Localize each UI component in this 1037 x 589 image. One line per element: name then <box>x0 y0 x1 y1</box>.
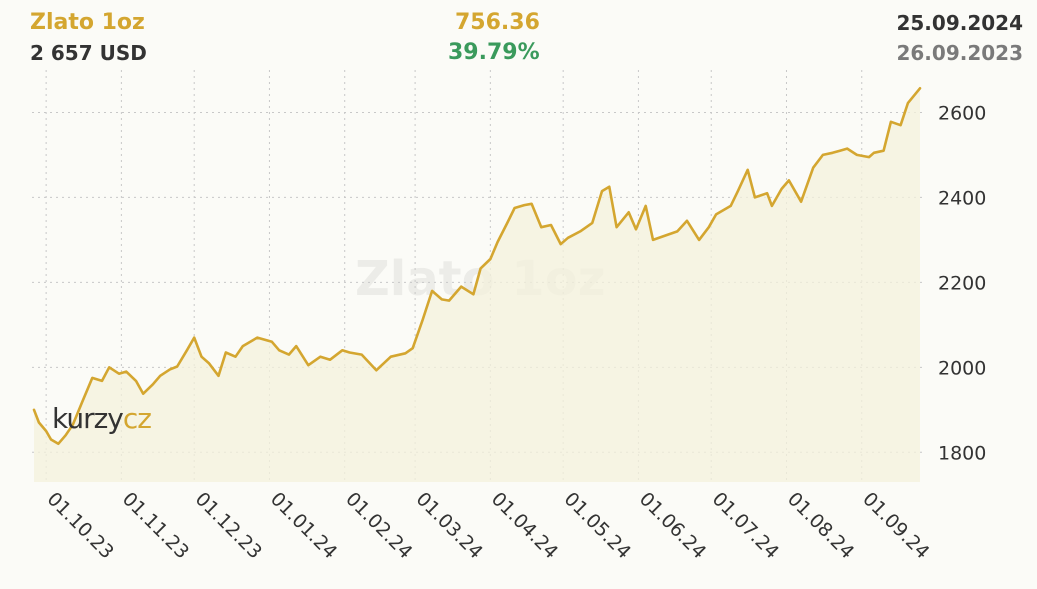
logo-text-cz: cz <box>122 402 152 435</box>
y-axis: 1800 2000 2200 2400 2600 <box>938 102 986 464</box>
date-start: 26.09.2023 <box>896 41 1023 65</box>
price-line <box>32 87 922 446</box>
x-tick-label: 01.03.24 <box>412 488 487 563</box>
logo-text-kurzy: kurzy <box>52 402 124 435</box>
x-tick-label: 01.02.24 <box>341 488 416 563</box>
change-percent: 39.79% <box>448 40 540 65</box>
x-tick-label: 01.04.24 <box>487 488 562 563</box>
y-tick-label: 1800 <box>938 442 986 464</box>
x-tick-label: 01.11.23 <box>118 488 193 563</box>
y-tick-label: 2000 <box>938 357 986 379</box>
date-end: 25.09.2024 <box>896 11 1023 35</box>
x-tick-label: 01.07.24 <box>708 488 783 563</box>
x-tick-label: 01.06.24 <box>635 488 710 563</box>
x-tick-label: 01.05.24 <box>560 488 635 563</box>
x-tick-label: 01.09.24 <box>858 488 933 563</box>
x-tick-label: 01.12.23 <box>191 488 266 563</box>
y-tick-label: 2600 <box>938 102 986 124</box>
kurzy-logo: kurzycz <box>52 402 152 435</box>
instrument-title: Zlato 1oz <box>30 10 145 35</box>
x-tick-label: 01.01.24 <box>266 488 341 563</box>
y-tick-label: 2400 <box>938 187 986 209</box>
y-tick-label: 2200 <box>938 272 986 294</box>
current-price: 2 657 USD <box>30 41 147 65</box>
chart-line-layer <box>32 87 922 446</box>
x-tick-label: 01.08.24 <box>783 488 858 563</box>
change-absolute: 756.36 <box>455 10 540 35</box>
x-tick-label: 01.10.23 <box>43 488 118 563</box>
